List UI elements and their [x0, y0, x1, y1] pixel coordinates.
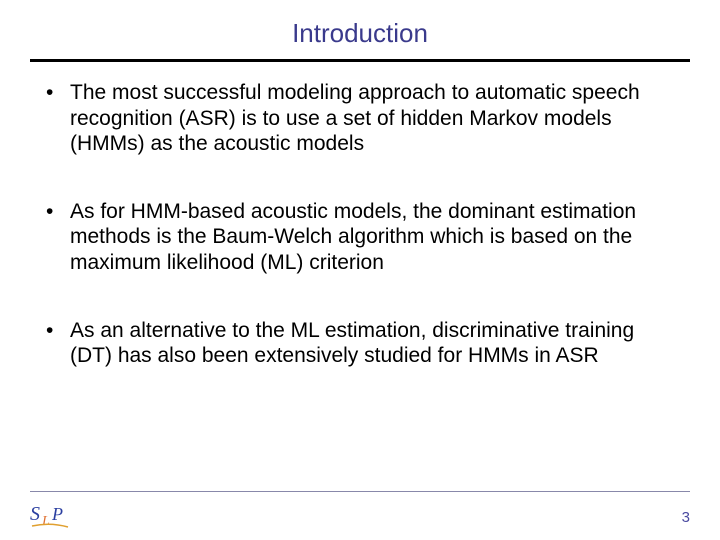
- title-rule: [30, 59, 690, 62]
- slide: Introduction The most successful modelin…: [0, 0, 720, 540]
- page-number: 3: [682, 509, 690, 526]
- bullet-item: The most successful modeling approach to…: [42, 80, 672, 157]
- bullet-item: As an alternative to the ML estimation, …: [42, 318, 672, 369]
- svg-text:S: S: [30, 503, 40, 525]
- footer-rule: [30, 491, 690, 492]
- slide-title: Introduction: [0, 18, 720, 49]
- svg-text:P: P: [51, 504, 63, 524]
- svg-text:L: L: [41, 514, 50, 529]
- bullet-list: The most successful modeling approach to…: [0, 80, 720, 369]
- slp-logo-icon: S L P: [30, 500, 72, 530]
- bullet-item: As for HMM-based acoustic models, the do…: [42, 199, 672, 276]
